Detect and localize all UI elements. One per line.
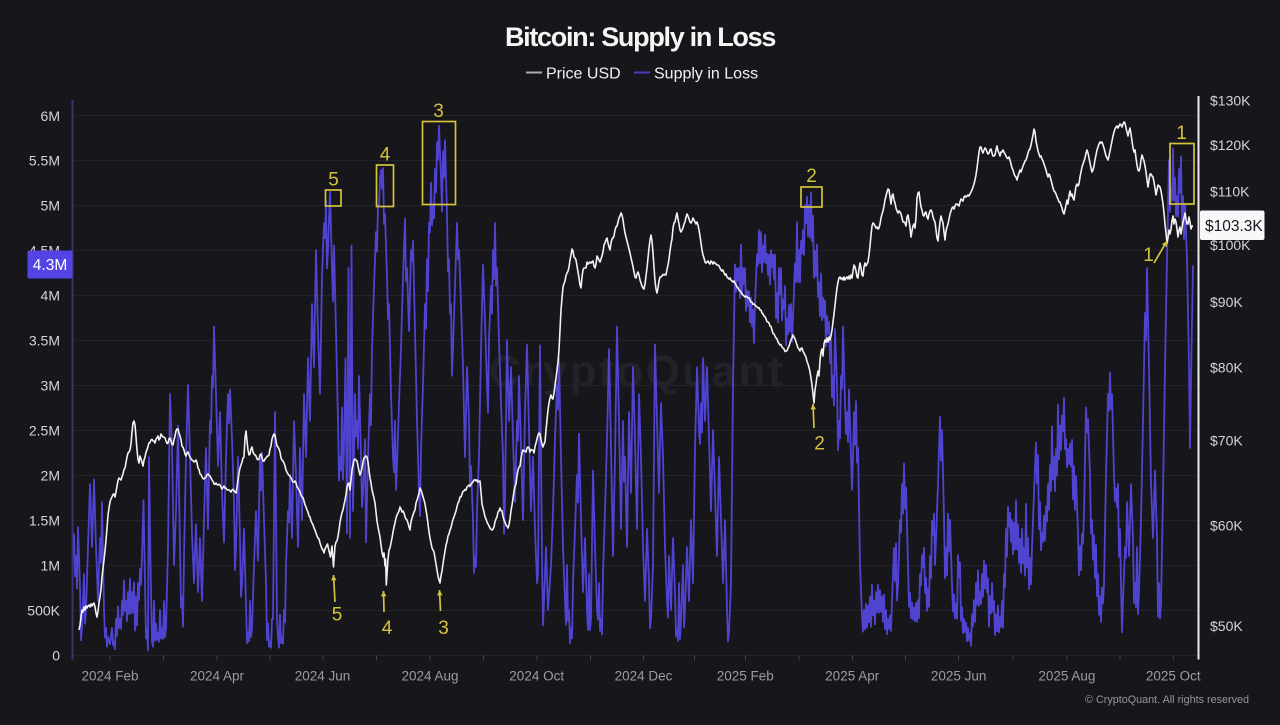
svg-text:5: 5	[328, 170, 339, 191]
svg-text:5.5M: 5.5M	[29, 153, 60, 169]
svg-text:5M: 5M	[41, 198, 60, 214]
svg-text:$103.3K: $103.3K	[1205, 218, 1263, 235]
svg-text:2.5M: 2.5M	[29, 423, 60, 439]
svg-text:4: 4	[382, 618, 393, 639]
svg-text:2025 Jun: 2025 Jun	[931, 669, 987, 684]
svg-text:Supply in Loss: Supply in Loss	[654, 66, 758, 83]
svg-text:2024 Jun: 2024 Jun	[295, 669, 351, 684]
svg-text:1.5M: 1.5M	[29, 513, 60, 529]
svg-text:2025 Aug: 2025 Aug	[1038, 669, 1095, 684]
svg-text:1: 1	[1176, 123, 1187, 144]
svg-text:$60K: $60K	[1210, 518, 1243, 534]
svg-text:2025 Oct: 2025 Oct	[1146, 669, 1201, 684]
svg-text:Bitcoin: Supply in Loss: Bitcoin: Supply in Loss	[505, 22, 775, 52]
svg-text:CryptoQuant: CryptoQuant	[489, 347, 785, 396]
svg-text:2025 Feb: 2025 Feb	[717, 669, 774, 684]
svg-text:Price USD: Price USD	[546, 66, 621, 83]
svg-text:6M: 6M	[41, 108, 60, 124]
svg-text:4M: 4M	[41, 288, 60, 304]
svg-text:2024 Oct: 2024 Oct	[509, 669, 564, 684]
svg-text:4: 4	[380, 145, 391, 166]
svg-text:$80K: $80K	[1210, 360, 1243, 376]
svg-text:© CryptoQuant. All rights rese: © CryptoQuant. All rights reserved	[1085, 694, 1249, 706]
svg-text:1M: 1M	[41, 558, 60, 574]
svg-text:3.5M: 3.5M	[29, 333, 60, 349]
svg-text:2M: 2M	[41, 468, 60, 484]
svg-text:$100K: $100K	[1210, 237, 1251, 253]
svg-text:$110K: $110K	[1210, 184, 1250, 200]
svg-text:1: 1	[1143, 245, 1154, 266]
svg-text:3M: 3M	[41, 378, 60, 394]
svg-text:$90K: $90K	[1210, 294, 1243, 310]
svg-text:$70K: $70K	[1210, 433, 1243, 449]
svg-text:$130K: $130K	[1210, 93, 1251, 109]
svg-text:$50K: $50K	[1210, 618, 1243, 634]
svg-text:2: 2	[806, 166, 817, 187]
svg-text:$120K: $120K	[1210, 137, 1251, 153]
svg-text:2: 2	[814, 434, 825, 455]
svg-text:4.3M: 4.3M	[33, 257, 67, 274]
svg-text:2025 Apr: 2025 Apr	[825, 669, 880, 684]
svg-text:2024 Apr: 2024 Apr	[190, 669, 245, 684]
svg-text:0: 0	[52, 648, 60, 664]
svg-text:3: 3	[433, 101, 444, 122]
svg-text:2024 Feb: 2024 Feb	[81, 669, 138, 684]
svg-text:5: 5	[332, 605, 343, 626]
svg-text:500K: 500K	[27, 603, 60, 619]
svg-text:3: 3	[438, 618, 449, 639]
svg-text:2024 Aug: 2024 Aug	[401, 669, 458, 684]
svg-text:2024 Dec: 2024 Dec	[615, 669, 673, 684]
